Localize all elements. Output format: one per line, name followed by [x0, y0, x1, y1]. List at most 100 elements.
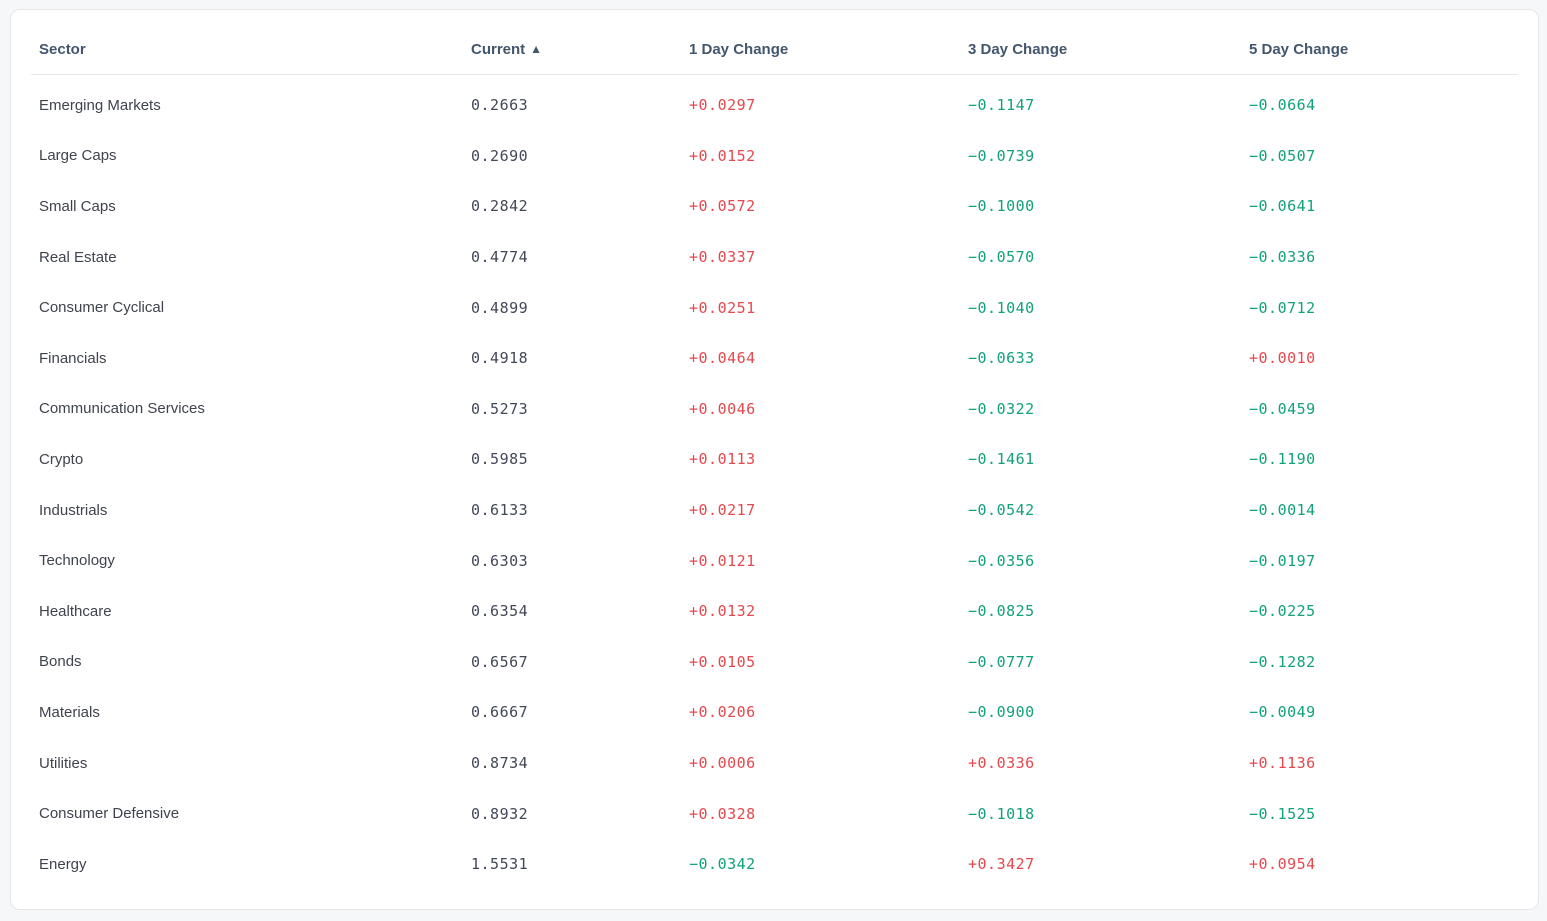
table-row: Large Caps 0.2690 +0.0152 −0.0739 −0.0507	[11, 131, 1538, 182]
change-1d-cell: +0.0152	[689, 146, 756, 165]
change-3d-cell: −0.0900	[968, 703, 1035, 722]
sector-cell: Healthcare	[39, 602, 112, 620]
change-3d-cell: −0.0570	[968, 248, 1035, 267]
current-value-cell: 0.4899	[471, 298, 529, 317]
change-5d-cell: −0.0336	[1249, 248, 1316, 267]
change-3d-cell: −0.1000	[968, 197, 1035, 216]
change-1d-cell: +0.0132	[689, 602, 756, 621]
change-1d-cell: +0.0006	[689, 754, 756, 773]
change-1d-cell: +0.0113	[689, 450, 756, 469]
table-row: Emerging Markets 0.2663 +0.0297 −0.1147 −0.0…	[11, 80, 1538, 131]
change-1d-cell: +0.0337	[689, 248, 756, 267]
current-value-cell: 0.6567	[471, 652, 529, 671]
change-5d-cell: −0.1282	[1249, 652, 1316, 671]
current-value-cell: 0.6133	[471, 501, 529, 520]
sector-cell: Small Caps	[39, 197, 116, 215]
table-row: Real Estate 0.4774 +0.0337 −0.0570 −0.0336	[11, 232, 1538, 283]
change-5d-cell: −0.0049	[1249, 703, 1316, 722]
current-value-cell: 0.2690	[471, 146, 529, 165]
change-1d-cell: −0.0342	[689, 855, 756, 874]
change-5d-cell: −0.0664	[1249, 96, 1316, 115]
table-header-row: Sector Current ▲ 1 Day Change 3 Day Chang…	[11, 10, 1538, 74]
sort-ascending-icon: ▲	[530, 41, 543, 56]
change-1d-cell: +0.0121	[689, 551, 756, 570]
change-3d-cell: −0.0322	[968, 399, 1035, 418]
current-value-cell: 0.8734	[471, 754, 529, 773]
table-row: Industrials 0.6133 +0.0217 −0.0542 −0.0014	[11, 485, 1538, 536]
sector-cell: Crypto	[39, 450, 84, 468]
change-3d-cell: −0.1018	[968, 804, 1035, 823]
column-header-5-day-change[interactable]: 5 Day Change	[1249, 41, 1538, 58]
change-3d-cell: −0.0825	[968, 602, 1035, 621]
change-5d-cell: −0.0014	[1249, 501, 1316, 520]
change-1d-cell: +0.0105	[689, 652, 756, 671]
change-5d-cell: −0.0507	[1249, 146, 1316, 165]
column-header-sector[interactable]: Sector	[39, 41, 471, 58]
sector-cell: Consumer Cyclical	[39, 299, 165, 317]
current-value-cell: 0.5273	[471, 399, 529, 418]
column-header-current[interactable]: Current ▲	[471, 41, 689, 58]
change-1d-cell: +0.0046	[689, 399, 756, 418]
table-row: Consumer Cyclical 0.4899 +0.0251 −0.1040 −0.…	[11, 282, 1538, 333]
sector-cell: Large Caps	[39, 147, 117, 165]
change-1d-cell: +0.0206	[689, 703, 756, 722]
change-3d-cell: −0.0739	[968, 146, 1035, 165]
change-3d-cell: −0.0356	[968, 551, 1035, 570]
sector-cell: Emerging Markets	[39, 96, 161, 114]
change-5d-cell: −0.1525	[1249, 804, 1316, 823]
current-value-cell: 0.2842	[471, 197, 529, 216]
change-1d-cell: +0.0328	[689, 804, 756, 823]
current-value-cell: 0.4918	[471, 349, 529, 368]
sector-cell: Industrials	[39, 501, 108, 519]
sector-cell: Energy	[39, 855, 87, 873]
change-1d-cell: +0.0572	[689, 197, 756, 216]
column-header-1-day-change-label: 1 Day Change	[689, 40, 789, 58]
sector-cell: Financials	[39, 349, 107, 367]
change-5d-cell: −0.0225	[1249, 602, 1316, 621]
table-row: Crypto 0.5985 +0.0113 −0.1461 −0.1190	[11, 434, 1538, 485]
change-3d-cell: −0.0542	[968, 501, 1035, 520]
table-body: Emerging Markets 0.2663 +0.0297 −0.1147 −0.0…	[11, 75, 1538, 890]
column-header-3-day-change-label: 3 Day Change	[968, 40, 1068, 58]
table-row: Consumer Defensive 0.8932 +0.0328 −0.1018 −0…	[11, 788, 1538, 839]
change-5d-cell: +0.1136	[1249, 754, 1316, 773]
column-header-1-day-change[interactable]: 1 Day Change	[689, 41, 968, 58]
header-divider	[31, 74, 1518, 75]
sector-cell: Communication Services	[39, 400, 205, 418]
current-value-cell: 0.8932	[471, 804, 529, 823]
table-row: Healthcare 0.6354 +0.0132 −0.0825 −0.0225	[11, 586, 1538, 637]
change-3d-cell: −0.1461	[968, 450, 1035, 469]
column-header-sector-label: Sector	[39, 40, 86, 58]
current-value-cell: 0.2663	[471, 96, 529, 115]
column-header-5-day-change-label: 5 Day Change	[1249, 40, 1349, 58]
change-3d-cell: −0.1040	[968, 298, 1035, 317]
sector-performance-table-card: Sector Current ▲ 1 Day Change 3 Day Chang…	[10, 9, 1539, 910]
sector-cell: Technology	[39, 552, 115, 570]
sector-cell: Real Estate	[39, 248, 117, 266]
table-row: Materials 0.6667 +0.0206 −0.0900 −0.0049	[11, 687, 1538, 738]
current-value-cell: 0.6303	[471, 551, 529, 570]
current-value-cell: 0.4774	[471, 248, 529, 267]
change-3d-cell: −0.1147	[968, 96, 1035, 115]
table-row: Energy 1.5531 −0.0342 +0.3427 +0.0954	[11, 839, 1538, 890]
change-5d-cell: +0.0954	[1249, 855, 1316, 874]
change-5d-cell: −0.0641	[1249, 197, 1316, 216]
sector-cell: Materials	[39, 703, 100, 721]
change-3d-cell: −0.0633	[968, 349, 1035, 368]
change-1d-cell: +0.0217	[689, 501, 756, 520]
current-value-cell: 0.5985	[471, 450, 529, 469]
change-3d-cell: +0.3427	[968, 855, 1035, 874]
table-row: Communication Services 0.5273 +0.0046 −0.03…	[11, 384, 1538, 435]
change-5d-cell: −0.0459	[1249, 399, 1316, 418]
table-row: Small Caps 0.2842 +0.0572 −0.1000 −0.0641	[11, 181, 1538, 232]
current-value-cell: 0.6354	[471, 602, 529, 621]
current-value-cell: 1.5531	[471, 855, 529, 874]
change-3d-cell: −0.0777	[968, 652, 1035, 671]
change-5d-cell: +0.0010	[1249, 349, 1316, 368]
sector-cell: Consumer Defensive	[39, 805, 180, 823]
column-header-3-day-change[interactable]: 3 Day Change	[968, 41, 1249, 58]
change-3d-cell: +0.0336	[968, 754, 1035, 773]
table-row: Financials 0.4918 +0.0464 −0.0633 +0.0010	[11, 333, 1538, 384]
change-1d-cell: +0.0297	[689, 96, 756, 115]
sector-cell: Utilities	[39, 754, 88, 772]
